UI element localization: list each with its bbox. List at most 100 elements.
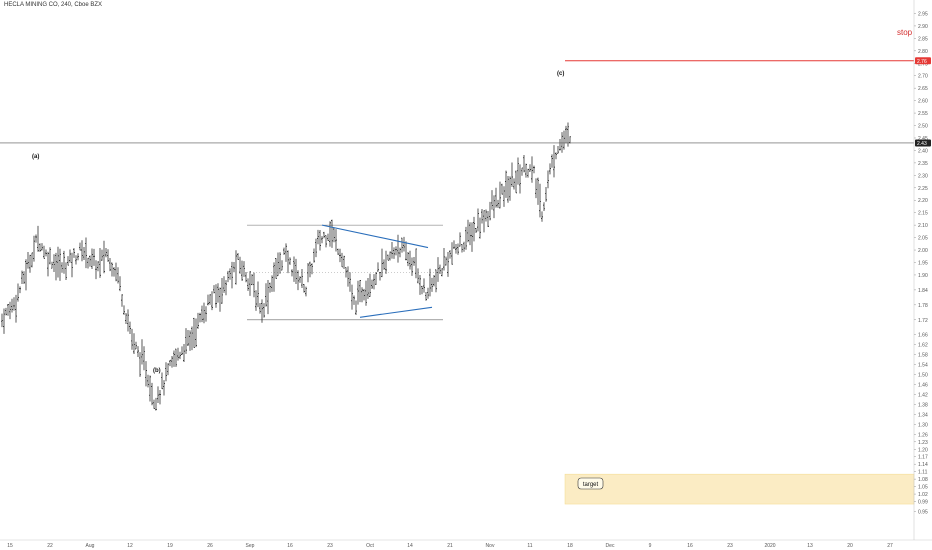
ohlc-bar: [473, 216, 475, 242]
price-tick-label: 1.08: [918, 477, 928, 483]
ohlc-bar: [71, 252, 73, 278]
ohlc-bar: [73, 248, 75, 258]
ohlc-bar: [265, 283, 267, 307]
ohlc-bar: [217, 283, 219, 303]
ohlc-bar: [97, 261, 99, 272]
ohlc-bar: [67, 256, 69, 266]
ohlc-bar: [279, 252, 281, 274]
ohlc-bar: [467, 219, 469, 243]
ohlc-bar: [327, 233, 329, 241]
time-tick-label: Oct: [366, 543, 374, 549]
ohlc-bar: [147, 374, 149, 388]
ohlc-bar: [179, 351, 181, 360]
price-tick-label: 1.66: [918, 333, 928, 339]
ohlc-bar: [557, 146, 559, 154]
ohlc-bar: [135, 341, 137, 350]
ohlc-bar: [363, 288, 365, 301]
ohlc-bar: [241, 260, 243, 281]
ohlc-bar: [259, 302, 261, 314]
last-price-badge: [915, 139, 931, 147]
ohlc-bar: [453, 240, 455, 250]
ohlc-bar: [549, 163, 551, 175]
ohlc-bar: [505, 170, 507, 198]
ohlc-bar: [197, 312, 199, 329]
ohlc-bar: [481, 209, 483, 224]
time-tick-label: 18: [567, 543, 573, 549]
ohlc-bar: [153, 399, 155, 410]
price-tick-label: 1.11: [918, 470, 928, 476]
ohlc-bar: [139, 352, 141, 377]
ohlc-bar: [119, 276, 121, 292]
time-tick-label: 14: [407, 543, 413, 549]
ohlc-bar: [193, 317, 195, 349]
price-tick-label: 2.25: [918, 186, 928, 192]
time-tick-label: 9: [649, 543, 652, 549]
ohlc-bar: [287, 250, 289, 274]
ohlc-bar: [13, 297, 15, 311]
time-tick-label: 15: [7, 543, 13, 549]
price-tick-label: 1.26: [918, 432, 928, 438]
price-tick-label: 1.90: [918, 273, 928, 279]
ohlc-bar: [503, 186, 505, 207]
price-tick-label: 1.78: [918, 303, 928, 309]
ohlc-bar: [365, 280, 367, 306]
ohlc-bar: [405, 241, 407, 261]
time-tick-label: 16: [287, 543, 293, 549]
price-tick-label: 1.17: [918, 455, 928, 461]
ohlc-bars: [1, 122, 571, 411]
ohlc-bar: [409, 250, 411, 270]
price-tick-label: 2.85: [918, 36, 928, 42]
ohlc-bar: [39, 243, 41, 252]
ohlc-bar: [491, 190, 493, 210]
ohlc-bar: [447, 252, 449, 277]
ohlc-bar: [91, 248, 93, 270]
ohlc-bar: [35, 234, 37, 243]
ohlc-bar: [493, 195, 495, 219]
ohlc-bar: [115, 262, 117, 282]
ohlc-bar: [385, 250, 387, 274]
ohlc-bar: [357, 280, 359, 305]
ohlc-bar: [131, 328, 133, 350]
chart-title: HECLA MINING CO, 240, Cboe BZX: [4, 2, 103, 8]
ohlc-bar: [313, 248, 315, 263]
target-annotation-box: [577, 477, 604, 490]
price-tick-label: 1.84: [918, 288, 928, 294]
ohlc-bar: [399, 247, 401, 258]
ohlc-bar: [207, 294, 209, 306]
last-price-badge-label: 2.43: [917, 141, 927, 147]
ohlc-bar: [311, 263, 313, 275]
ohlc-bar: [255, 290, 257, 311]
ohlc-bar: [317, 229, 319, 245]
price-tick-label: 1.30: [918, 422, 928, 428]
target-annotation: target: [577, 477, 604, 490]
ohlc-bar: [157, 386, 159, 403]
ohlc-bar: [395, 246, 397, 256]
ohlc-bar: [531, 156, 533, 183]
ohlc-bar: [11, 298, 13, 313]
ohlc-bar: [37, 225, 39, 252]
ohlc-bar: [273, 262, 275, 292]
ohlc-bar: [297, 270, 299, 291]
ohlc-bar: [539, 183, 541, 218]
ohlc-bar: [187, 329, 189, 346]
ohlc-bar: [219, 287, 221, 312]
price-tick-label: 1.50: [918, 373, 928, 379]
ohlc-bar: [283, 247, 285, 255]
time-tick-label: 12: [127, 543, 133, 549]
ohlc-bar: [51, 261, 53, 269]
price-tick-label: 1.20: [918, 447, 928, 453]
ohlc-bar: [389, 251, 391, 261]
price-tick-label: 2.50: [918, 124, 928, 130]
ohlc-bar: [229, 268, 231, 280]
price-tick-label: 1.62: [918, 343, 928, 349]
ohlc-bar: [537, 177, 539, 205]
ohlc-bar: [381, 248, 383, 278]
ohlc-bar: [63, 250, 65, 274]
ohlc-bar: [189, 330, 191, 351]
ohlc-bar: [263, 303, 265, 318]
time-tick-label: 26: [207, 543, 213, 549]
ohlc-bar: [487, 211, 489, 228]
ohlc-bar: [569, 136, 571, 144]
ohlc-bar: [497, 199, 499, 208]
